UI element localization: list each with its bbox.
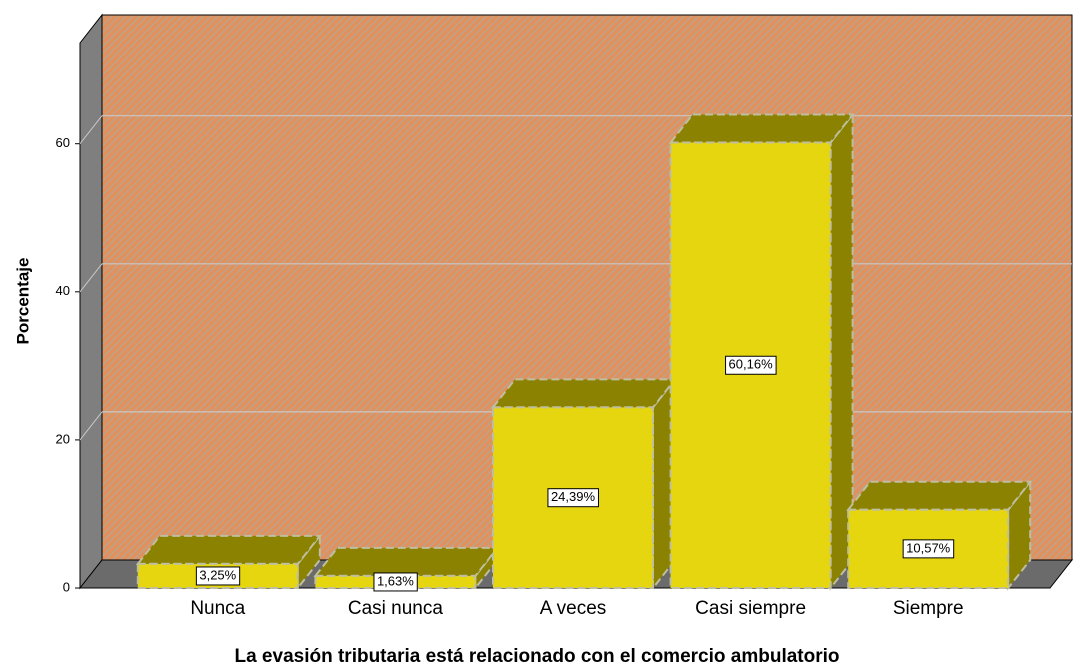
value-label-box (195, 566, 241, 586)
grid-line-side (79, 263, 103, 293)
x-tick-label: Siempre (893, 598, 964, 619)
left-wall (79, 13, 103, 590)
bar-top (313, 546, 500, 577)
x-axis-title: La evasión tributaria está relacionado c… (234, 646, 839, 667)
x-tick-label: Nunca (190, 598, 245, 619)
grid-line-side (79, 411, 103, 441)
bar-top (135, 534, 322, 565)
value-label: 60,16% (729, 357, 774, 372)
y-tick-label: 40 (56, 283, 70, 298)
value-label-box (725, 355, 777, 375)
value-label-box (373, 572, 418, 592)
y-axis-title: Porcentaje (13, 258, 32, 345)
bar-top (668, 113, 855, 144)
bar-top (846, 480, 1033, 511)
x-tick-label: Casi siempre (695, 598, 806, 619)
value-label: 10,57% (906, 540, 951, 555)
value-label-box (547, 488, 599, 508)
y-tick-label: 20 (56, 431, 70, 446)
x-tick-label: A veces (540, 598, 607, 619)
bar-top (490, 378, 678, 409)
value-label: 3,25% (199, 567, 236, 582)
value-label: 24,39% (551, 489, 596, 504)
grid-line-side (79, 115, 103, 145)
value-label: 1,63% (377, 573, 414, 588)
value-label-box (902, 539, 955, 559)
x-tick-label: Casi nunca (348, 598, 443, 619)
y-tick-label: 0 (63, 579, 70, 594)
y-tick-label: 60 (56, 135, 70, 150)
